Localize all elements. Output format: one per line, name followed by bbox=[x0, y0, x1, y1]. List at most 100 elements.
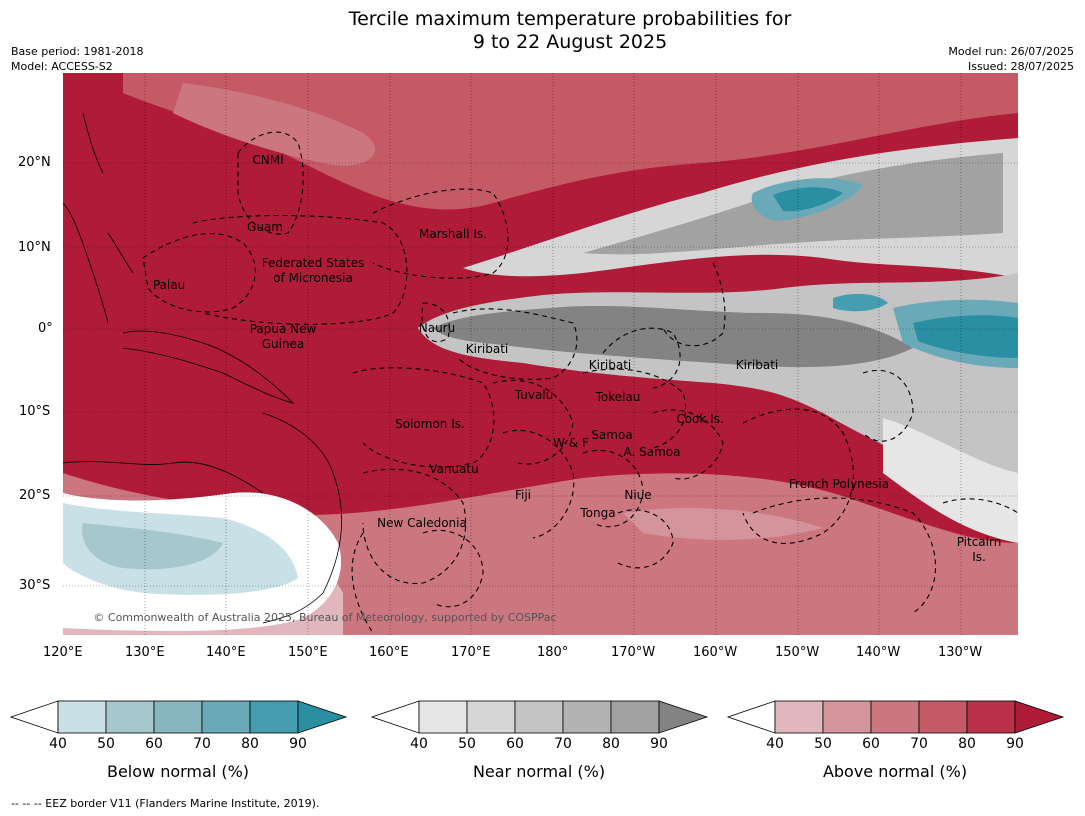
colorbar-swatch bbox=[918, 700, 968, 734]
meta-left: Base period: 1981-2018 Model: ACCESS-S2 bbox=[11, 44, 143, 74]
colorbar-swatch bbox=[105, 700, 155, 734]
lat-label-eq: 0° bbox=[38, 321, 53, 336]
copyright-note: © Commonwealth of Australia 2025, Bureau… bbox=[93, 611, 556, 624]
lon-label-160w: 160°W bbox=[693, 645, 738, 660]
region-label-palau: Palau bbox=[153, 278, 185, 292]
region-label-tokelau: Tokelau bbox=[595, 390, 641, 404]
colorbar-above bbox=[727, 700, 1065, 734]
below-core-east bbox=[913, 315, 1018, 358]
lon-label-140e: 140°E bbox=[206, 645, 246, 660]
lon-label-180: 180° bbox=[537, 645, 569, 660]
cb-near-tick: 70 bbox=[554, 736, 572, 752]
region-label-cook: Cook Is. bbox=[676, 412, 723, 426]
lon-label-150e: 150°E bbox=[288, 645, 328, 660]
cb-near-tick: 90 bbox=[650, 736, 668, 752]
lon-label-170e: 170°E bbox=[451, 645, 491, 660]
forecast-map: CNMI Guam Marshall Is. Palau Federated S… bbox=[63, 73, 1018, 635]
region-label-samoa: Samoa bbox=[591, 428, 632, 442]
lon-label-160e: 160°E bbox=[369, 645, 409, 660]
colorbar-above-label: Above normal (%) bbox=[822, 762, 968, 781]
region-labels: CNMI Guam Marshall Is. Palau Federated S… bbox=[153, 153, 1001, 564]
colorbar-swatch bbox=[249, 700, 299, 734]
lon-label-150w: 150°W bbox=[775, 645, 820, 660]
eez-borders bbox=[142, 131, 1018, 634]
colorbar-extend-high bbox=[1014, 700, 1065, 734]
lon-label-140w: 140°W bbox=[856, 645, 901, 660]
region-label-png-2: Guinea bbox=[262, 337, 305, 351]
region-label-niue: Niue bbox=[624, 488, 651, 502]
cb-above-tick: 40 bbox=[766, 736, 784, 752]
issued-date: Issued: 28/07/2025 bbox=[967, 60, 1074, 73]
region-label-marshall: Marshall Is. bbox=[419, 227, 487, 241]
colorbar-swatch bbox=[153, 700, 203, 734]
region-label-french-polynesia: French Polynesia bbox=[789, 477, 889, 491]
near-normal-band-east bbox=[883, 418, 1018, 543]
region-label-fsm-1: Federated States bbox=[262, 256, 364, 270]
region-label-new-caledonia: New Caledonia bbox=[377, 516, 467, 530]
colorbar-swatch bbox=[562, 700, 612, 734]
colorbar-extend-high bbox=[297, 700, 348, 734]
lon-label-130w: 130°W bbox=[938, 645, 983, 660]
region-label-kiribati-e: Kiribati bbox=[736, 358, 778, 372]
above-patch-tonga bbox=[623, 508, 823, 540]
map-title: Tercile maximum temperature probabilitie… bbox=[0, 8, 1085, 54]
region-label-tuvalu: Tuvalu bbox=[514, 388, 554, 402]
region-label-pitcairn-1: Pitcairn bbox=[957, 535, 1002, 549]
eez-footnote: -- -- -- EEZ border V11 (Flanders Marine… bbox=[11, 797, 320, 810]
cb-above-tick: 70 bbox=[910, 736, 928, 752]
colorbar-near-ticks: 40 50 60 70 80 90 bbox=[371, 736, 711, 756]
colorbar-extend-low bbox=[10, 700, 59, 734]
above-patch-ne bbox=[763, 73, 1018, 108]
cb-above-tick: 60 bbox=[862, 736, 880, 752]
region-label-asamoa: A. Samoa bbox=[624, 445, 681, 459]
lon-label-130e: 130°E bbox=[125, 645, 165, 660]
colorbar-swatch bbox=[822, 700, 872, 734]
cb-near-tick: 40 bbox=[410, 736, 428, 752]
meta-right: Model run: 26/07/2025 Issued: 28/07/2025 bbox=[948, 44, 1074, 74]
colorbar-near-label: Near normal (%) bbox=[472, 762, 606, 781]
near-normal-core-equatorial bbox=[433, 306, 913, 368]
colorbar-above-swatches bbox=[727, 700, 1065, 734]
cb-near-tick: 60 bbox=[506, 736, 524, 752]
region-label-kiribati-c: Kiribati bbox=[589, 358, 631, 372]
lat-label-30s: 30°S bbox=[19, 578, 51, 593]
title-line-1: Tercile maximum temperature probabilitie… bbox=[348, 8, 792, 30]
below-core-australia bbox=[82, 523, 224, 570]
lat-label-20s: 20°S bbox=[19, 488, 51, 503]
below-core-hawaii-south bbox=[773, 187, 843, 212]
colorbar-below bbox=[10, 700, 348, 734]
region-label-solomon: Solomon Is. bbox=[395, 417, 465, 431]
colorbar-swatch bbox=[870, 700, 920, 734]
base-period: Base period: 1981-2018 bbox=[11, 45, 144, 58]
graticule bbox=[63, 73, 1018, 635]
cb-above-tick: 50 bbox=[814, 736, 832, 752]
model-name: Model: ACCESS-S2 bbox=[11, 60, 113, 73]
region-label-png-1: Papua New bbox=[250, 322, 317, 336]
lat-label-10s: 10°S bbox=[19, 404, 51, 419]
region-label-cnmi: CNMI bbox=[252, 153, 283, 167]
colorbar-near bbox=[371, 700, 709, 734]
lon-label-120e: 120°E bbox=[43, 645, 83, 660]
colorbar-below-swatches bbox=[10, 700, 348, 734]
colorbar-swatch bbox=[966, 700, 1016, 734]
model-run: Model run: 26/07/2025 bbox=[948, 45, 1074, 58]
coastlines bbox=[63, 112, 343, 624]
colorbar-swatch bbox=[514, 700, 564, 734]
cb-above-tick: 90 bbox=[1006, 736, 1024, 752]
colorbar-swatch bbox=[201, 700, 251, 734]
region-label-kiribati-w: Kiribati bbox=[466, 342, 508, 356]
colorbar-extend-high bbox=[658, 700, 709, 734]
region-label-tonga: Tonga bbox=[579, 506, 615, 520]
colorbar-swatch bbox=[466, 700, 516, 734]
region-label-nauru: Nauru bbox=[419, 321, 455, 335]
lat-label-10n: 10°N bbox=[18, 240, 51, 255]
colorbar-swatch bbox=[418, 700, 468, 734]
title-line-2: 9 to 22 August 2025 bbox=[472, 31, 668, 53]
cb-below-tick: 80 bbox=[241, 736, 259, 752]
cb-near-tick: 80 bbox=[602, 736, 620, 752]
colorbar-extend-low bbox=[371, 700, 420, 734]
region-label-fiji: Fiji bbox=[515, 488, 531, 502]
colorbar-swatch bbox=[610, 700, 660, 734]
region-label-vanuatu: Vanuatu bbox=[429, 462, 479, 476]
cb-below-tick: 60 bbox=[145, 736, 163, 752]
